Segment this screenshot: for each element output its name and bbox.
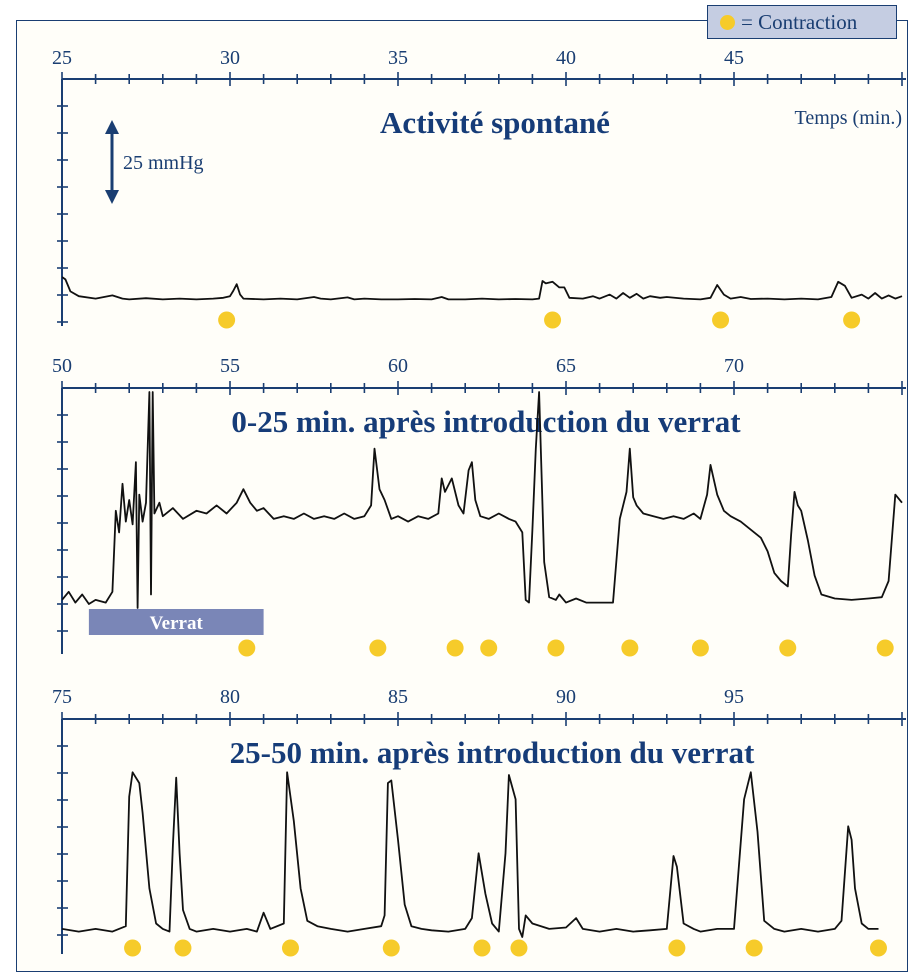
scale-bar-up-arrow-icon [105,120,119,134]
x-tick-label: 40 [556,47,576,69]
contraction-dot-icon [720,14,735,30]
x-tick-label: 60 [388,355,408,377]
panel-title: Activité spontané [380,105,610,140]
figure-frame [16,20,908,972]
x-tick-label: 85 [388,686,408,708]
contraction-marker [544,311,562,329]
contraction-marker [691,639,709,657]
legend-box: = Contraction [707,5,897,39]
contraction-marker [869,939,887,957]
pressure-trace-line [62,276,903,301]
contraction-marker [621,639,639,657]
contraction-marker [745,939,763,957]
contraction-marker [779,639,797,657]
contraction-marker [281,939,299,957]
panel-title: 0-25 min. après introduction du verrat [231,404,741,439]
pressure-trace-line [62,771,879,938]
contraction-marker [480,639,498,657]
contraction-marker [876,639,894,657]
contraction-marker [712,311,730,329]
x-tick-label: 70 [724,355,744,377]
contraction-marker [843,311,861,329]
x-tick-label: 35 [388,47,408,69]
x-tick-label: 80 [220,686,240,708]
x-tick-label: 30 [220,47,240,69]
panel-spontaneous-activity: 25 30 35 40 45 Activité spontané Temps (min.) [52,47,906,329]
contraction-marker [446,639,464,657]
contraction-marker [238,639,256,657]
contraction-marker [124,939,142,957]
scale-bar: 25 mmHg [105,120,204,204]
contraction-marker [174,939,192,957]
contraction-marker [382,939,400,957]
verrat-label: Verrat [150,613,204,634]
panel-title: 25-50 min. après introduction du verrat [230,735,755,770]
scale-bar-down-arrow-icon [105,190,119,204]
pressure-trace-line [62,391,903,609]
x-tick-label: 65 [556,355,576,377]
legend-label: = Contraction [741,9,858,34]
panel-boar-25-50: 75 80 85 90 95 25-50 min. après introduction … [52,686,906,957]
contraction-marker [369,639,387,657]
x-tick-label: 90 [556,686,576,708]
x-tick-label: 45 [724,47,744,69]
contraction-marker [473,939,491,957]
verrat-bar [88,609,264,635]
x-tick-label: 95 [724,686,744,708]
x-tick-label: 25 [52,47,72,69]
x-axis-label: Temps (min.) [795,107,902,129]
panel-boar-0-25: 50 55 60 65 70 0-25 min. après introduction d… [52,355,906,657]
contraction-marker [510,939,528,957]
contraction-marker [547,639,565,657]
x-tick-label: 55 [220,355,240,377]
x-tick-label: 50 [52,355,72,377]
contraction-marker [668,939,686,957]
x-tick-label: 75 [52,686,72,708]
scale-bar-label: 25 mmHg [123,152,204,174]
contraction-marker [218,311,236,329]
